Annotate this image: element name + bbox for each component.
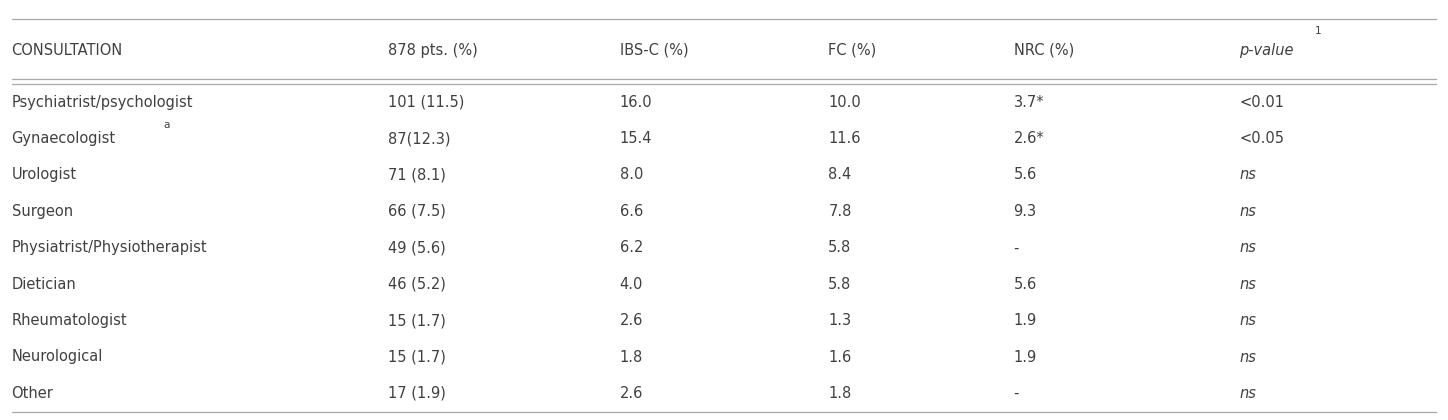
- Text: ns: ns: [1239, 349, 1257, 365]
- Text: Urologist: Urologist: [12, 168, 77, 183]
- Text: ns: ns: [1239, 240, 1257, 255]
- Text: NRC (%): NRC (%): [1014, 43, 1074, 58]
- Text: p-value: p-value: [1239, 43, 1295, 58]
- Text: 1.8: 1.8: [620, 349, 643, 365]
- Text: 46 (5.2): 46 (5.2): [388, 277, 446, 292]
- Text: 17 (1.9): 17 (1.9): [388, 386, 446, 401]
- Text: 878 pts. (%): 878 pts. (%): [388, 43, 478, 58]
- Text: 8.0: 8.0: [620, 168, 643, 183]
- Text: 87(12.3): 87(12.3): [388, 131, 450, 146]
- Text: CONSULTATION: CONSULTATION: [12, 43, 123, 58]
- Text: 1: 1: [1315, 26, 1322, 37]
- Text: 6.6: 6.6: [620, 204, 643, 219]
- Text: 5.6: 5.6: [1014, 277, 1037, 292]
- Text: Other: Other: [12, 386, 54, 401]
- Text: 15 (1.7): 15 (1.7): [388, 313, 446, 328]
- Text: 16.0: 16.0: [620, 94, 653, 110]
- Text: 5.8: 5.8: [828, 240, 851, 255]
- Text: 71 (8.1): 71 (8.1): [388, 168, 446, 183]
- Text: 6.2: 6.2: [620, 240, 643, 255]
- Text: 2.6*: 2.6*: [1014, 131, 1044, 146]
- Text: Surgeon: Surgeon: [12, 204, 72, 219]
- Text: 8.4: 8.4: [828, 168, 851, 183]
- Text: 15.4: 15.4: [620, 131, 652, 146]
- Text: 1.9: 1.9: [1014, 313, 1037, 328]
- Text: ns: ns: [1239, 204, 1257, 219]
- Text: 2.6: 2.6: [620, 313, 643, 328]
- Text: -: -: [1014, 240, 1019, 255]
- Text: 15 (1.7): 15 (1.7): [388, 349, 446, 365]
- Text: Rheumatologist: Rheumatologist: [12, 313, 127, 328]
- Text: 10.0: 10.0: [828, 94, 862, 110]
- Text: 49 (5.6): 49 (5.6): [388, 240, 446, 255]
- Text: 5.6: 5.6: [1014, 168, 1037, 183]
- Text: <0.05: <0.05: [1239, 131, 1284, 146]
- Text: 101 (11.5): 101 (11.5): [388, 94, 465, 110]
- Text: <0.01: <0.01: [1239, 94, 1284, 110]
- Text: ns: ns: [1239, 386, 1257, 401]
- Text: ns: ns: [1239, 277, 1257, 292]
- Text: 5.8: 5.8: [828, 277, 851, 292]
- Text: 1.6: 1.6: [828, 349, 851, 365]
- Text: Neurological: Neurological: [12, 349, 103, 365]
- Text: Physiatrist/Physiotherapist: Physiatrist/Physiotherapist: [12, 240, 207, 255]
- Text: 9.3: 9.3: [1014, 204, 1037, 219]
- Text: 11.6: 11.6: [828, 131, 860, 146]
- Text: 4.0: 4.0: [620, 277, 643, 292]
- Text: Dietician: Dietician: [12, 277, 77, 292]
- Text: 7.8: 7.8: [828, 204, 851, 219]
- Text: 2.6: 2.6: [620, 386, 643, 401]
- Text: 3.7*: 3.7*: [1014, 94, 1044, 110]
- Text: FC (%): FC (%): [828, 43, 876, 58]
- Text: 66 (7.5): 66 (7.5): [388, 204, 446, 219]
- Text: Psychiatrist/psychologist: Psychiatrist/psychologist: [12, 94, 193, 110]
- Text: a: a: [164, 120, 169, 130]
- Text: ns: ns: [1239, 168, 1257, 183]
- Text: 1.8: 1.8: [828, 386, 851, 401]
- Text: Gynaecologist: Gynaecologist: [12, 131, 116, 146]
- Text: -: -: [1014, 386, 1019, 401]
- Text: 1.9: 1.9: [1014, 349, 1037, 365]
- Text: ns: ns: [1239, 313, 1257, 328]
- Text: IBS-C (%): IBS-C (%): [620, 43, 688, 58]
- Text: 1.3: 1.3: [828, 313, 851, 328]
